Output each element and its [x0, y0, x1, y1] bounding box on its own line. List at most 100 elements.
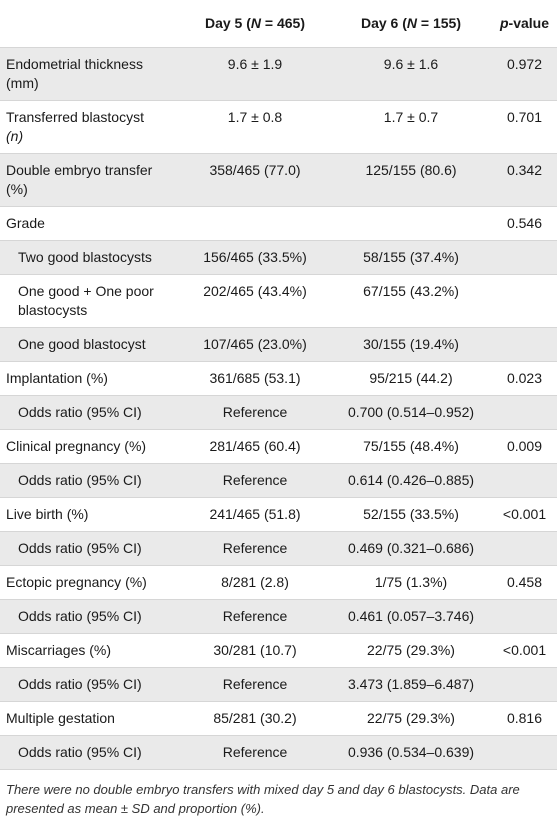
table-row: Clinical pregnancy (%) 281/465 (60.4) 75/1… — [0, 429, 557, 464]
header-day6-prefix: Day 6 ( — [360, 15, 407, 31]
row-label: Miscarriages (%) — [0, 633, 180, 668]
row-day6-value: 1.7 ± 0.7 — [330, 100, 492, 154]
row-day5-value: 107/465 (23.0%) — [180, 327, 330, 362]
row-day5-value: 202/465 (43.4%) — [180, 274, 330, 328]
row-day6-value: 0.936 (0.534–0.639) — [330, 735, 492, 770]
row-pvalue — [492, 274, 557, 328]
row-label: Endometrial thickness (mm) — [0, 47, 180, 101]
row-pvalue — [492, 240, 557, 275]
row-pvalue: 0.972 — [492, 47, 557, 101]
table-row: Two good blastocysts 156/465 (33.5%) 58/15… — [0, 240, 557, 275]
table-row: Miscarriages (%) 30/281 (10.7) 22/75 (29.3… — [0, 633, 557, 668]
row-pvalue: <0.001 — [492, 497, 557, 532]
row-pvalue: 0.009 — [492, 429, 557, 464]
table-row: Odds ratio (95% CI) Reference 0.469 (0.321… — [0, 531, 557, 566]
row-label: One good + One poor blastocysts — [0, 274, 180, 328]
row-day6-value: 22/75 (29.3%) — [330, 633, 492, 668]
row-day5-value: 30/281 (10.7) — [180, 633, 330, 668]
row-label-italic: (n) — [6, 128, 24, 144]
table-row: Odds ratio (95% CI) Reference 3.473 (1.859… — [0, 667, 557, 702]
table-row: Ectopic pregnancy (%) 8/281 (2.8) 1/75 (1.… — [0, 565, 557, 600]
row-pvalue — [492, 395, 557, 430]
row-day6-value: 30/155 (19.4%) — [330, 327, 492, 362]
row-day5-value: 9.6 ± 1.9 — [180, 47, 330, 101]
header-day5: Day 5 (N = 465) — [180, 0, 330, 48]
header-day6-suffix: = 155) — [417, 15, 462, 31]
header-day6-n: N — [406, 15, 418, 31]
table-row: Transferred blastocyst (n) 1.7 ± 0.8 1.7 ± … — [0, 100, 557, 154]
row-label-text: Transferred blastocyst — [6, 109, 144, 125]
table-row: Multiple gestation 85/281 (30.2) 22/75 (29… — [0, 701, 557, 736]
row-label: Grade — [0, 206, 180, 241]
row-pvalue: <0.001 — [492, 633, 557, 668]
row-day5-value: 1.7 ± 0.8 — [180, 100, 330, 154]
row-day5-value: Reference — [180, 463, 330, 498]
row-label: Multiple gestation — [0, 701, 180, 736]
row-pvalue: 0.816 — [492, 701, 557, 736]
row-day6-value: 95/215 (44.2) — [330, 361, 492, 396]
row-day5-value: 281/465 (60.4) — [180, 429, 330, 464]
row-label: Double embryo transfer (%) — [0, 153, 180, 207]
row-day5-value: 361/685 (53.1) — [180, 361, 330, 396]
row-day6-value: 9.6 ± 1.6 — [330, 47, 492, 101]
row-pvalue — [492, 531, 557, 566]
row-day6-value: 0.614 (0.426–0.885) — [330, 463, 492, 498]
table-body: Endometrial thickness (mm) 9.6 ± 1.9 9.6 ±… — [0, 47, 557, 770]
row-label: Odds ratio (95% CI) — [0, 531, 180, 566]
table-row: Endometrial thickness (mm) 9.6 ± 1.9 9.6 ±… — [0, 47, 557, 101]
outcomes-table: Day 5 (N = 465) Day 6 (N = 155) p-value … — [0, 0, 557, 770]
row-day6-value: 0.700 (0.514–0.952) — [330, 395, 492, 430]
row-day6-value: 75/155 (48.4%) — [330, 429, 492, 464]
row-day6-value: 125/155 (80.6) — [330, 153, 492, 207]
row-day6-value: 58/155 (37.4%) — [330, 240, 492, 275]
table-row: One good blastocyst 107/465 (23.0%) 30/155… — [0, 327, 557, 362]
row-day5-value: Reference — [180, 395, 330, 430]
row-label: Clinical pregnancy (%) — [0, 429, 180, 464]
table-row: Odds ratio (95% CI) Reference 0.614 (0.426… — [0, 463, 557, 498]
row-day5-value: 241/465 (51.8) — [180, 497, 330, 532]
row-day5-value: Reference — [180, 667, 330, 702]
row-day6-value: 0.469 (0.321–0.686) — [330, 531, 492, 566]
row-day6-value — [330, 206, 492, 241]
row-day5-value: 358/465 (77.0) — [180, 153, 330, 207]
header-pvalue-p: p — [499, 15, 509, 31]
table-header: Day 5 (N = 465) Day 6 (N = 155) p-value — [0, 0, 557, 48]
row-day5-value: 85/281 (30.2) — [180, 701, 330, 736]
row-day6-value: 52/155 (33.5%) — [330, 497, 492, 532]
row-label: Odds ratio (95% CI) — [0, 735, 180, 770]
row-label: Live birth (%) — [0, 497, 180, 532]
header-pvalue-suffix: -value — [508, 15, 550, 31]
table-row: Odds ratio (95% CI) Reference 0.936 (0.534… — [0, 735, 557, 770]
row-day6-value: 22/75 (29.3%) — [330, 701, 492, 736]
row-day6-value: 0.461 (0.057–3.746) — [330, 599, 492, 634]
row-label: Two good blastocysts — [0, 240, 180, 275]
row-day6-value: 67/155 (43.2%) — [330, 274, 492, 328]
row-label: Odds ratio (95% CI) — [0, 463, 180, 498]
row-day6-value: 3.473 (1.859–6.487) — [330, 667, 492, 702]
row-label: Ectopic pregnancy (%) — [0, 565, 180, 600]
header-day6: Day 6 (N = 155) — [330, 0, 492, 48]
row-label: One good blastocyst — [0, 327, 180, 362]
row-label: Odds ratio (95% CI) — [0, 667, 180, 702]
row-day6-value: 1/75 (1.3%) — [330, 565, 492, 600]
row-day5-value — [180, 206, 330, 241]
row-day5-value: 156/465 (33.5%) — [180, 240, 330, 275]
row-pvalue: 0.458 — [492, 565, 557, 600]
table-row: Live birth (%) 241/465 (51.8) 52/155 (33.5… — [0, 497, 557, 532]
table-row: Grade 0.546 — [0, 206, 557, 241]
row-label: Odds ratio (95% CI) — [0, 395, 180, 430]
row-pvalue: 0.546 — [492, 206, 557, 241]
row-day5-value: Reference — [180, 531, 330, 566]
table-row: Odds ratio (95% CI) Reference 0.700 (0.514… — [0, 395, 557, 430]
row-day5-value: Reference — [180, 599, 330, 634]
table-row: Odds ratio (95% CI) Reference 0.461 (0.057… — [0, 599, 557, 634]
table-row: One good + One poor blastocysts 202/465 (… — [0, 274, 557, 328]
row-pvalue: 0.701 — [492, 100, 557, 154]
table-row: Double embryo transfer (%) 358/465 (77.0)… — [0, 153, 557, 207]
row-pvalue — [492, 667, 557, 702]
row-pvalue: 0.342 — [492, 153, 557, 207]
row-label: Odds ratio (95% CI) — [0, 599, 180, 634]
row-pvalue — [492, 599, 557, 634]
row-pvalue — [492, 463, 557, 498]
